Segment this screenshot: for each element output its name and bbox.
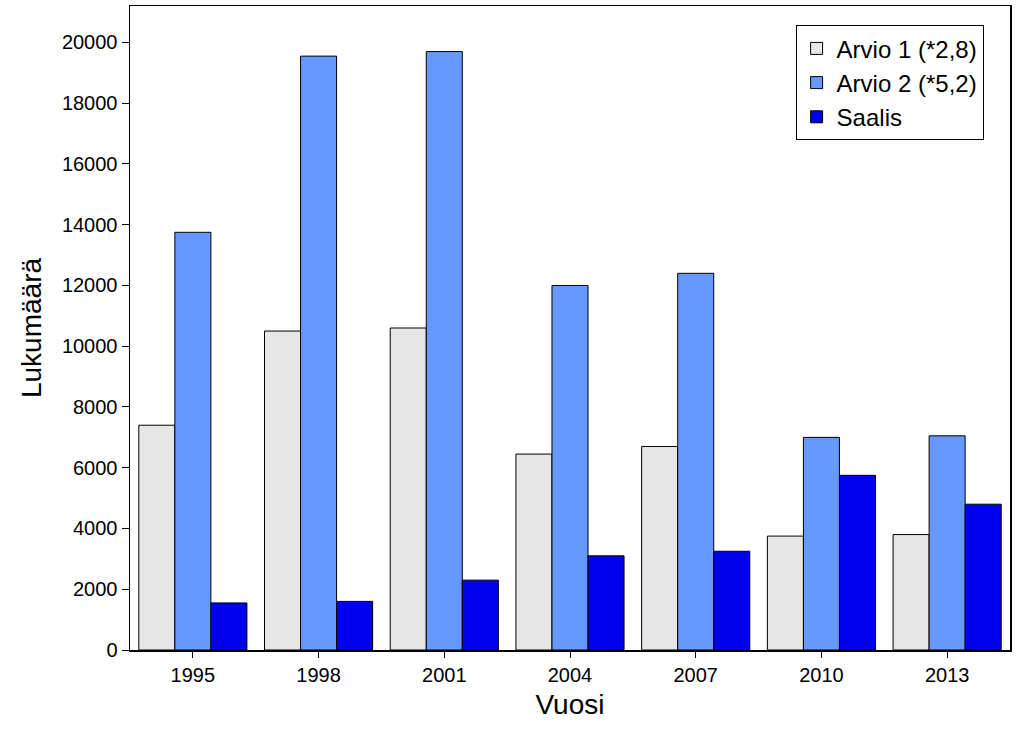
- svg-text:2013: 2013: [925, 664, 970, 686]
- svg-text:Saalis: Saalis: [837, 104, 902, 131]
- svg-text:14000: 14000: [62, 214, 118, 236]
- svg-text:2001: 2001: [422, 664, 467, 686]
- svg-text:4000: 4000: [73, 517, 118, 539]
- svg-text:Arvio 2 (*5,2): Arvio 2 (*5,2): [837, 70, 977, 97]
- svg-text:2010: 2010: [799, 664, 844, 686]
- svg-text:20000: 20000: [62, 31, 118, 53]
- svg-text:6000: 6000: [73, 457, 118, 479]
- svg-text:10000: 10000: [62, 335, 118, 357]
- svg-text:18000: 18000: [62, 92, 118, 114]
- svg-text:2004: 2004: [548, 664, 593, 686]
- svg-text:2007: 2007: [673, 664, 718, 686]
- svg-text:16000: 16000: [62, 153, 118, 175]
- svg-text:2000: 2000: [73, 578, 118, 600]
- svg-text:Lukumäärä: Lukumäärä: [16, 258, 47, 399]
- svg-text:Vuosi: Vuosi: [535, 689, 604, 720]
- svg-text:Arvio 1 (*2,8): Arvio 1 (*2,8): [837, 36, 977, 63]
- svg-text:1998: 1998: [296, 664, 341, 686]
- svg-text:12000: 12000: [62, 274, 118, 296]
- svg-text:8000: 8000: [73, 396, 118, 418]
- svg-text:0: 0: [106, 639, 117, 661]
- svg-text:1995: 1995: [171, 664, 216, 686]
